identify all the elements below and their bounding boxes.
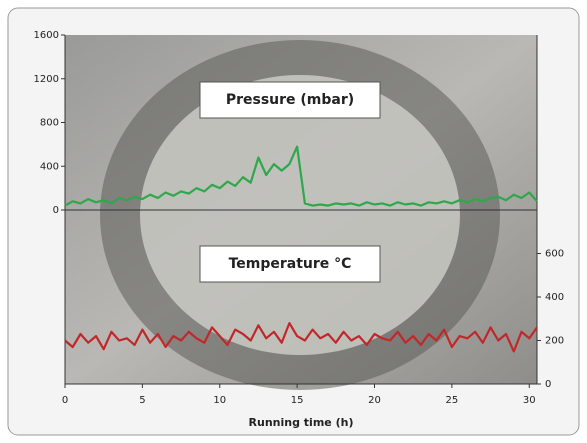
x-tick-label: 5 bbox=[139, 395, 145, 406]
pressure-label: Pressure (mbar) bbox=[226, 92, 354, 108]
x-tick-label: 0 bbox=[62, 395, 68, 406]
x-tick-label: 20 bbox=[368, 395, 381, 406]
y2-tick-label: 200 bbox=[545, 336, 564, 347]
photo-filter bbox=[140, 75, 460, 355]
y-tick-label: 1200 bbox=[34, 74, 59, 85]
y-tick-label: 400 bbox=[40, 161, 59, 172]
label-box bbox=[199, 81, 381, 119]
data-line bbox=[64, 145, 538, 207]
data-line bbox=[64, 322, 538, 353]
x-tick-label: 15 bbox=[291, 395, 304, 406]
x-tick-label: 30 bbox=[523, 395, 536, 406]
label-box bbox=[199, 245, 381, 283]
temperature-label: Temperature °C bbox=[229, 256, 352, 272]
y2-tick-label: 0 bbox=[545, 379, 551, 390]
y2-tick-label: 600 bbox=[545, 249, 564, 260]
y-tick-label: 1600 bbox=[34, 30, 59, 41]
y2-tick-label: 400 bbox=[545, 292, 564, 303]
y-tick-label: 0 bbox=[53, 205, 59, 216]
x-tick-label: 10 bbox=[213, 395, 226, 406]
x-axis-label: Running time (h) bbox=[249, 416, 354, 429]
y-tick-label: 800 bbox=[40, 118, 59, 129]
x-tick-label: 25 bbox=[446, 395, 459, 406]
